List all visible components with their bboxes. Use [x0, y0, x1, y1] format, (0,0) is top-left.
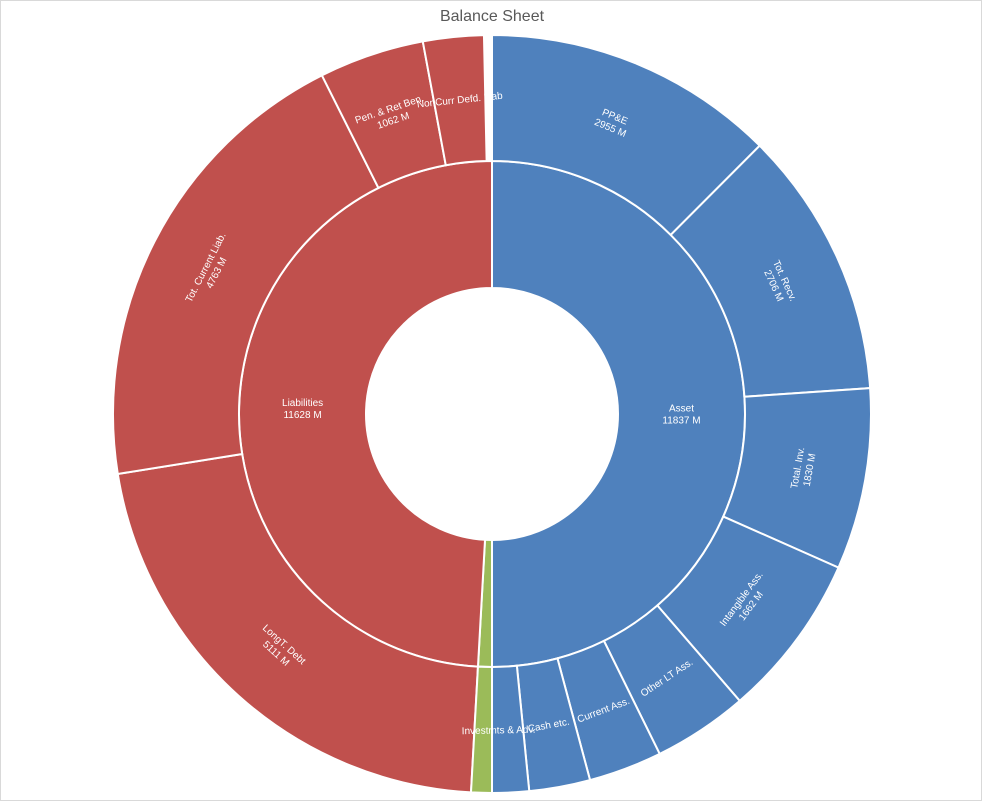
inner-liabilities-name-text: Liabilities: [282, 398, 323, 409]
outer-segment-tot-current-liab[interactable]: [112, 73, 380, 476]
outer-segment-equity[interactable]: [469, 665, 493, 795]
outer-investmts-adv-label: Investmts & Adv.: [462, 725, 536, 738]
inner-asset-label: Asset 11837 M: [662, 404, 700, 427]
inner-asset-name-text: Asset: [669, 404, 694, 415]
outer-segment-longt-debt[interactable]: [116, 452, 480, 794]
chart-title: Balance Sheet: [439, 8, 545, 25]
outer-investmts-adv-name-text: Investmts & Adv.: [462, 725, 536, 738]
inner-asset-value-text: 11837 M: [662, 416, 700, 427]
outer-segment-noncurr-defd-liab[interactable]: [421, 34, 488, 167]
outer-ring: [112, 33, 872, 795]
inner-liabilities-value-text: 11628 M: [283, 410, 321, 421]
inner-liabilities-label: Liabilities 11628 M: [282, 398, 323, 421]
